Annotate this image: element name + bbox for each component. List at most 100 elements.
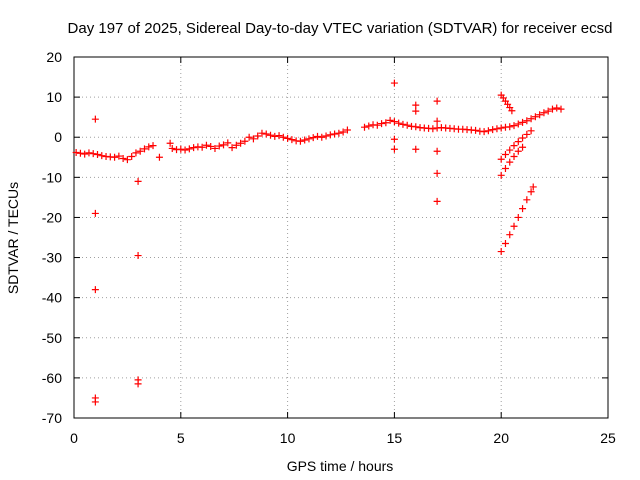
data-point (514, 213, 522, 221)
data-point (544, 107, 552, 115)
data-point (399, 120, 407, 128)
axis-ticks: 0 5 10 15 20 25 20 10 0 -10 -20 -30 -40 -50 -60 -70 (42, 49, 616, 446)
data-point (262, 130, 270, 138)
plot-frame (73, 56, 609, 419)
data-point (284, 134, 292, 142)
x-tick-label: 5 (177, 430, 185, 446)
x-tick-label: 0 (70, 430, 78, 446)
data-point (309, 134, 317, 142)
chart-title: Day 197 of 2025, Sidereal Day-to-day VTE… (68, 20, 613, 37)
data-point (386, 116, 394, 124)
data-point (433, 197, 441, 205)
data-point (301, 136, 309, 144)
data-point (81, 150, 89, 158)
data-point (115, 152, 123, 160)
data-point (373, 121, 381, 129)
data-point (168, 144, 176, 152)
data-point (245, 133, 253, 141)
data-point (128, 152, 136, 160)
data-point (523, 130, 531, 138)
data-point (523, 117, 531, 125)
data-point (331, 130, 339, 138)
data-point (484, 127, 492, 135)
data-point (119, 154, 127, 162)
data-point (155, 153, 163, 161)
data-point (523, 196, 531, 204)
data-point (360, 123, 368, 131)
data-point (111, 153, 119, 161)
data-point (412, 123, 420, 131)
data-point (275, 132, 283, 140)
data-point (288, 136, 296, 144)
y-tick-label: 20 (46, 49, 62, 65)
data-point (134, 380, 142, 388)
data-point (527, 127, 535, 135)
data-point (343, 126, 351, 134)
data-point (433, 97, 441, 105)
data-point (267, 131, 275, 139)
data-point (134, 252, 142, 260)
y-tick-label: -60 (42, 370, 62, 386)
data-point (91, 115, 99, 123)
data-point (378, 120, 386, 128)
data-point (93, 150, 101, 158)
data-point (531, 113, 539, 121)
data-point (497, 248, 505, 256)
data-point (501, 150, 509, 158)
data-point (510, 122, 518, 130)
data-point (258, 129, 266, 137)
data-point (519, 205, 527, 213)
data-point (185, 145, 193, 153)
data-point (506, 146, 514, 154)
data-point (89, 150, 97, 158)
data-point (506, 158, 514, 166)
data-point (403, 121, 411, 129)
data-point (134, 177, 142, 185)
data-point (501, 165, 509, 173)
data-point (72, 148, 80, 156)
x-tick-label: 20 (493, 430, 509, 446)
data-point (519, 134, 527, 142)
data-point (190, 144, 198, 152)
y-axis-label: SDTVAR / TECUs (5, 182, 21, 294)
data-point (412, 145, 420, 153)
data-point (429, 125, 437, 133)
y-tick-label: 0 (54, 129, 62, 145)
data-point (241, 137, 249, 145)
data-point (472, 126, 480, 134)
data-point (91, 398, 99, 406)
data-point (493, 125, 501, 133)
data-point (365, 122, 373, 130)
data-point (412, 101, 420, 109)
data-point (529, 183, 537, 191)
data-point (514, 138, 522, 146)
grid (74, 57, 608, 418)
data-point (497, 155, 505, 163)
data-point (177, 145, 185, 153)
data-point (181, 146, 189, 154)
data-point (224, 139, 232, 147)
x-axis-label: GPS time / hours (287, 458, 394, 474)
data-point (390, 135, 398, 143)
data-point (296, 137, 304, 145)
data-point (207, 142, 215, 150)
data-point (314, 132, 322, 140)
data-point (166, 139, 174, 147)
data-point (326, 131, 334, 139)
data-point (202, 141, 210, 149)
data-point (91, 209, 99, 217)
y-tick-label: -30 (42, 250, 62, 266)
data-point (557, 105, 565, 113)
data-point (232, 141, 240, 149)
data-point (506, 123, 514, 131)
data-point (433, 117, 441, 125)
y-tick-label: -70 (42, 410, 62, 426)
data-point (279, 133, 287, 141)
y-tick-label: -40 (42, 290, 62, 306)
data-point (390, 145, 398, 153)
data-point (123, 156, 131, 164)
x-tick-label: 15 (387, 430, 403, 446)
data-point (497, 171, 505, 179)
data-point (215, 142, 223, 150)
